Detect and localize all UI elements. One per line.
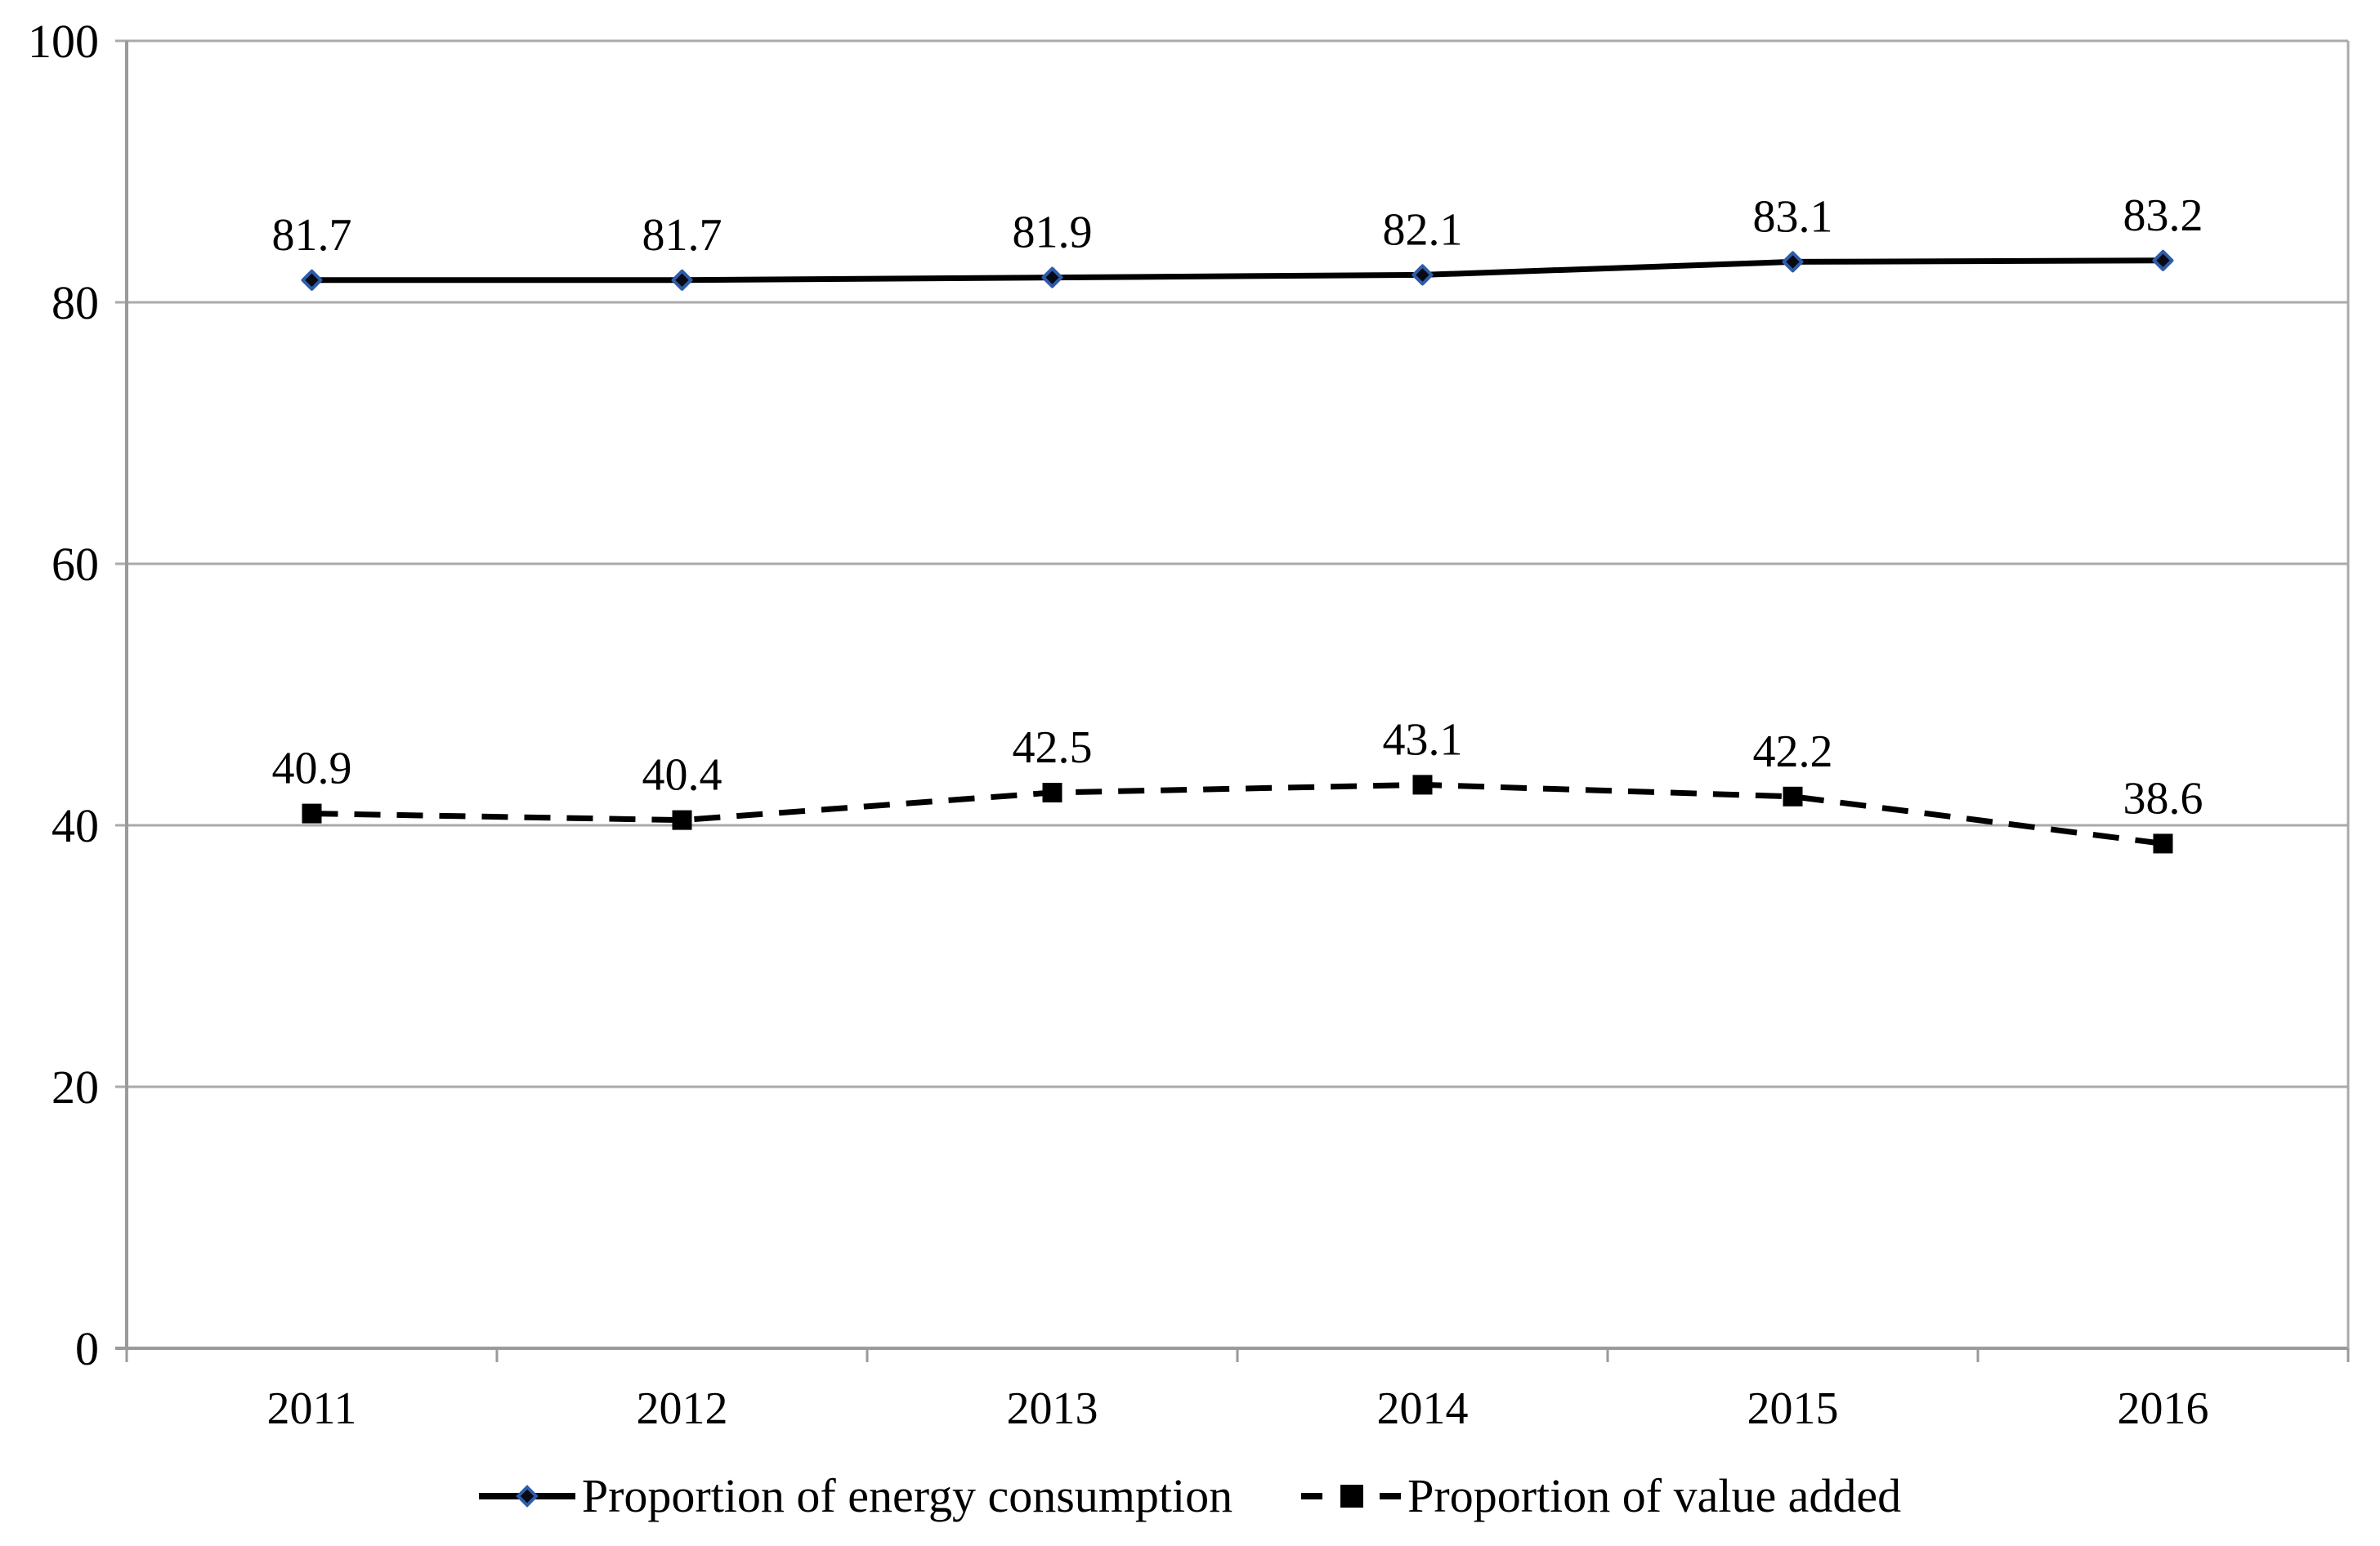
data-point-marker xyxy=(2153,833,2173,854)
legend-item-energy-consumption: Proportion of energy consumption xyxy=(478,1468,1233,1525)
y-tick-label: 80 xyxy=(51,276,99,329)
data-point-marker xyxy=(302,803,322,824)
data-label: 82.1 xyxy=(1383,204,1463,255)
data-label: 40.9 xyxy=(272,744,352,794)
data-point-marker xyxy=(1782,251,1804,273)
data-point-marker xyxy=(672,810,692,830)
legend-item-value-added: Proportion of value added xyxy=(1301,1468,1901,1525)
data-label: 81.7 xyxy=(642,210,722,261)
y-tick-label: 60 xyxy=(51,538,99,591)
data-label: 42.5 xyxy=(1013,722,1093,773)
data-label: 81.7 xyxy=(272,210,352,261)
series-line-energy-consumption xyxy=(311,257,2163,284)
legend-marker-dash-square-icon xyxy=(1301,1484,1402,1508)
y-tick-label: 40 xyxy=(51,799,99,852)
data-point-marker xyxy=(301,269,323,291)
data-label: 81.9 xyxy=(1013,208,1093,258)
data-point-marker xyxy=(1783,786,1803,807)
data-label: 43.1 xyxy=(1383,714,1463,765)
series-line-value-added xyxy=(311,781,2163,847)
data-point-marker xyxy=(1041,266,1063,288)
data-label: 83.2 xyxy=(2123,190,2203,241)
legend-label-energy-consumption: Proportion of energy consumption xyxy=(581,1469,1233,1522)
legend: Proportion of energy consumption Proport… xyxy=(0,1468,2380,1525)
data-label: 38.6 xyxy=(2123,773,2203,824)
data-point-marker xyxy=(2152,249,2174,271)
data-point-marker xyxy=(1042,783,1062,802)
legend-label-value-added: Proportion of value added xyxy=(1407,1469,1902,1522)
x-tick-label: 2012 xyxy=(637,1383,728,1434)
data-label: 42.2 xyxy=(1753,726,1833,777)
legend-marker-line-diamond-icon xyxy=(478,1484,575,1508)
data-point-marker xyxy=(1412,775,1433,795)
y-tick-label: 0 xyxy=(75,1322,99,1375)
x-tick-label: 2013 xyxy=(1007,1383,1098,1434)
data-point-marker xyxy=(671,269,693,291)
data-label: 40.4 xyxy=(642,750,722,801)
y-tick-label: 20 xyxy=(51,1061,99,1114)
data-point-marker xyxy=(1411,264,1434,286)
x-tick-label: 2014 xyxy=(1377,1383,1469,1434)
x-tick-label: 2015 xyxy=(1747,1383,1839,1434)
x-tick-label: 2016 xyxy=(2118,1383,2209,1434)
x-tick-label: 2011 xyxy=(267,1383,357,1434)
data-label: 83.1 xyxy=(1753,191,1833,242)
y-tick-label: 100 xyxy=(28,15,99,68)
